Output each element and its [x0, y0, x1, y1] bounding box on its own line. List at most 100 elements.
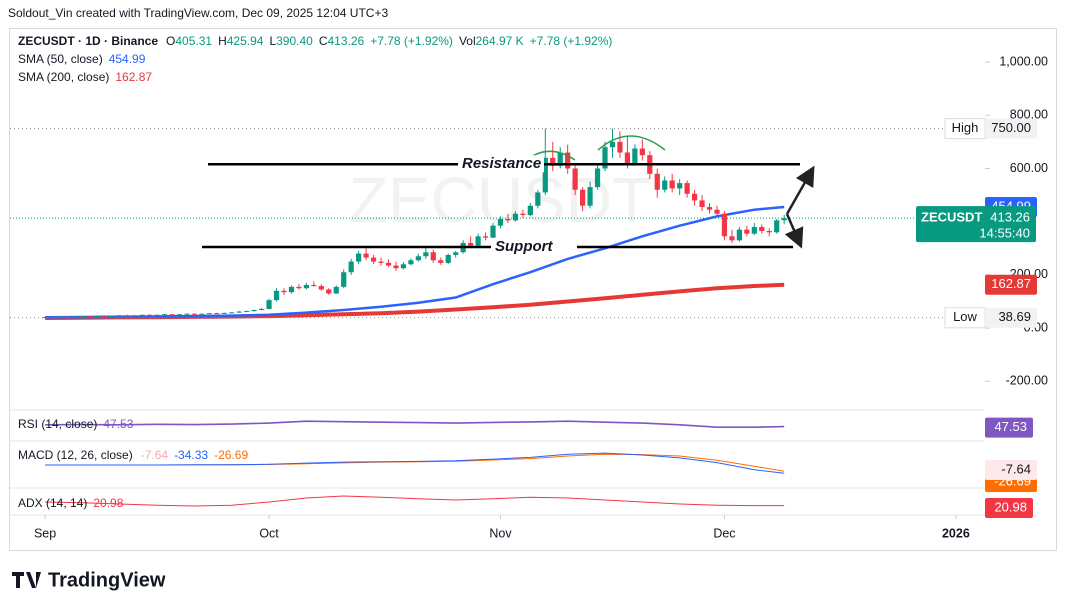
candle-body [617, 141, 623, 153]
candle-body [87, 316, 93, 318]
sma200-badge: 162.87 [991, 276, 1031, 291]
macd-badge: -7.64 [1001, 461, 1031, 476]
signal-value: -26.69 [214, 448, 248, 462]
candle-body [423, 252, 429, 257]
volume: 264.97 K [476, 34, 524, 48]
candle-body [236, 311, 242, 313]
candle-body [602, 147, 608, 169]
candle-body [214, 313, 220, 315]
o-letter: O [166, 34, 175, 48]
candle-body [288, 286, 295, 293]
candle-body [258, 308, 265, 310]
candle-body [587, 187, 593, 206]
candle-body [669, 180, 675, 189]
candle-body [497, 219, 504, 226]
c-value: 413.26 [328, 34, 365, 48]
candle-body [154, 314, 160, 316]
candle-body [132, 315, 138, 317]
y-tick-label: 600.00 [1010, 161, 1048, 175]
candle-body [714, 209, 720, 214]
candle-body [363, 253, 369, 258]
price-badge-bg [916, 206, 1036, 243]
rsi-line [45, 420, 785, 428]
candle-body [348, 261, 354, 273]
candle-body [550, 157, 556, 166]
sma200-name: SMA (200, close) [18, 70, 109, 84]
candle-body [176, 314, 183, 316]
candle-body [535, 192, 541, 206]
candle-body [221, 312, 227, 314]
candle-body [438, 260, 444, 263]
x-tick-label: Dec [713, 526, 735, 540]
candle-body [468, 242, 474, 246]
candle-body [408, 260, 414, 265]
x-tick-label: 2026 [942, 526, 970, 540]
candle-body [311, 284, 317, 287]
candle-body [565, 152, 571, 169]
macd-badge-bg [985, 460, 1037, 480]
high-value: 750.00 [991, 120, 1031, 135]
candle-body [147, 314, 153, 316]
x-tick-label: Sep [34, 526, 56, 540]
candle-body [356, 253, 362, 262]
candle-body [393, 265, 399, 269]
adx-value: 20.98 [93, 496, 123, 510]
o-value: 405.31 [175, 34, 212, 48]
candle-body [482, 236, 489, 238]
candle-body [691, 193, 698, 201]
macd-name: MACD (12, 26, close) [18, 448, 133, 462]
candle-body [520, 213, 526, 216]
adx-badge-bg [985, 498, 1033, 518]
candle-body [632, 148, 638, 164]
head-arc [597, 135, 666, 151]
candle-body [542, 157, 548, 193]
candle-body [453, 252, 459, 255]
candle-body [609, 141, 616, 148]
adx-name: ADX (14, 14) [18, 496, 87, 510]
candle-body [415, 256, 421, 261]
sma50-name: SMA (50, close) [18, 52, 103, 66]
legend-macd: MACD (12, 26, close) -7.64 -34.33 -26.69 [18, 448, 248, 462]
sma200-line [45, 282, 785, 320]
candle-body [72, 316, 78, 318]
candle-body [273, 290, 280, 301]
rsi-value: 47.53 [103, 417, 133, 431]
candle-body [759, 226, 765, 231]
candle-body [729, 236, 735, 241]
candle-body [751, 226, 757, 234]
rsi-name: RSI (14, close) [18, 417, 97, 431]
legend-main: ZECUSDT · 1D · Binance O405.31 H425.94 L390… [18, 34, 612, 48]
h-letter: H [218, 34, 227, 48]
candle-body [266, 300, 272, 309]
high-value-bg [985, 118, 1037, 139]
candle-body [706, 207, 713, 210]
candle-body [79, 316, 86, 318]
high-tag: High [952, 120, 979, 135]
adx-line [45, 495, 785, 507]
logo-icon [12, 572, 41, 588]
candle-body [744, 229, 750, 234]
rsi-badge-bg [985, 417, 1033, 438]
candle-body [64, 316, 71, 318]
logo: TradingView [12, 569, 166, 591]
candle-body [557, 152, 563, 166]
candle-body [580, 189, 586, 206]
change: +7.78 (+1.92%) [370, 34, 453, 48]
candle-body [430, 252, 436, 261]
candle-body [94, 315, 100, 317]
candle-body [109, 315, 115, 317]
candle-body [662, 180, 668, 190]
sma50-value: 454.99 [109, 52, 146, 66]
l-letter: L [269, 34, 276, 48]
candle-body [527, 205, 533, 216]
candle-body [654, 173, 660, 190]
candle-body [169, 314, 175, 316]
legend-adx: ADX (14, 14) 20.98 [18, 496, 124, 510]
candle-body [251, 309, 257, 312]
candle-body [684, 183, 690, 194]
candle-body [781, 218, 787, 221]
candle-body [199, 313, 205, 315]
level-label-bg [458, 155, 544, 173]
c-letter: C [319, 34, 328, 48]
